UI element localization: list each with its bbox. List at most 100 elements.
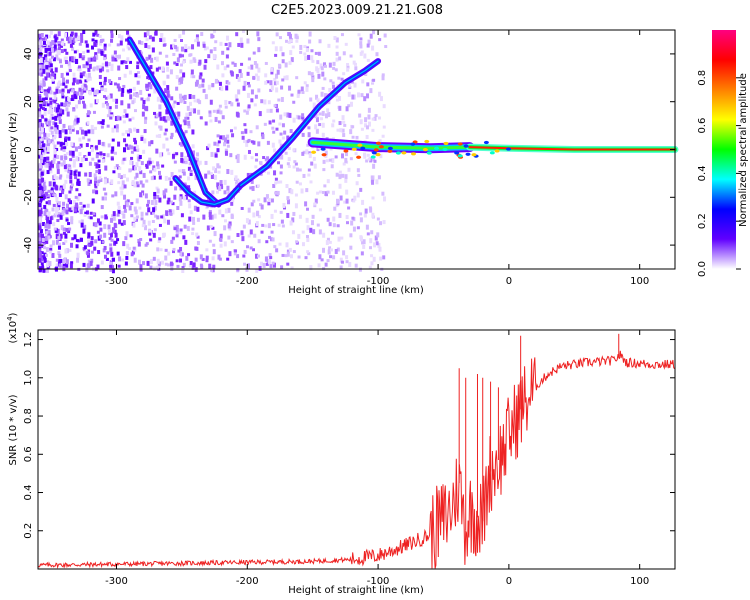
- spectrogram-noise-cell: [68, 190, 72, 194]
- spectrogram-noise-cell: [137, 75, 141, 79]
- spectrogram-noise-cell: [120, 35, 124, 41]
- spectrogram-noise-cell: [270, 198, 274, 203]
- spectrogram-noise-cell: [378, 91, 382, 97]
- spectrogram-noise-cell: [175, 129, 179, 133]
- spectrogram-noise-cell: [316, 223, 320, 227]
- spectrogram-noise-cell: [165, 211, 169, 217]
- spectrogram-noise-cell: [73, 50, 77, 54]
- spectrogram-noise-cell: [216, 182, 220, 188]
- spectrogram-noise-cell: [178, 169, 182, 173]
- spectrogram-noise-cell: [63, 258, 67, 264]
- spectrogram-noise-cell: [98, 40, 102, 46]
- spectrogram-noise-cell: [148, 157, 152, 162]
- spectrogram-noise-cell: [76, 130, 80, 135]
- spectrogram-noise-cell: [38, 93, 42, 97]
- spectrogram-noise-cell: [87, 263, 91, 269]
- spectrogram-noise-cell: [356, 226, 360, 230]
- spectrogram-noise-cell: [125, 113, 129, 118]
- spectrogram-noise-cell: [378, 139, 382, 143]
- spectrogram-noise-cell: [75, 155, 79, 161]
- spectrogram-noise-cell: [382, 104, 386, 109]
- spectrogram-noise-cell: [76, 35, 80, 41]
- spectrogram-noise-cell: [97, 48, 101, 54]
- spectrogram-noise-cell: [288, 85, 292, 91]
- spectrogram-noise-cell: [53, 44, 57, 49]
- spectrogram-noise-cell: [49, 168, 53, 174]
- spectrogram-noise-cell: [64, 248, 68, 254]
- spectrogram-noise-cell: [156, 215, 160, 220]
- spectrogram-noise-cell: [361, 79, 365, 84]
- spectrogram-noise-cell: [83, 155, 87, 159]
- spectrogram-noise-cell: [90, 144, 94, 149]
- spectrogram-noise-cell: [72, 200, 76, 205]
- spectrogram-noise-cell: [49, 250, 53, 254]
- spectrogram-noise-cell: [281, 123, 285, 128]
- spectrogram-noise-cell: [55, 148, 59, 152]
- spectrogram-carrier-speckle: [375, 152, 381, 157]
- spectrogram-noise-cell: [334, 92, 338, 98]
- spectrogram-noise-cell: [189, 53, 193, 57]
- colorbar-tick-label: 0.2: [697, 213, 708, 229]
- spectrogram-noise-cell: [160, 260, 164, 265]
- spectrogram-noise-cell: [321, 71, 325, 77]
- spectrogram-noise-cell: [228, 251, 232, 257]
- spectrogram-noise-cell: [118, 54, 122, 59]
- snr-series-line: [37, 350, 675, 569]
- spectrogram-noise-cell: [181, 54, 185, 58]
- spectrogram-noise-cell: [213, 213, 217, 219]
- spectrogram-noise-cell: [370, 261, 374, 266]
- spectrogram-noise-cell: [52, 157, 56, 161]
- spectrogram-noise-cell: [150, 176, 154, 181]
- spectrogram-noise-cell: [175, 231, 179, 235]
- spectrogram-noise-cell: [113, 166, 117, 170]
- spectrogram-noise-cell: [42, 100, 46, 105]
- spectrogram-noise-cell: [304, 55, 308, 61]
- spectrogram-noise-cell: [284, 151, 288, 155]
- spectrogram-noise-cell: [161, 164, 165, 168]
- spectrogram-noise-cell: [48, 261, 52, 267]
- spectrogram-noise-cell: [64, 156, 68, 160]
- spectrogram-noise-cell: [164, 119, 168, 123]
- spectrogram-noise-cell: [271, 237, 275, 242]
- spectrogram-noise-cell: [59, 82, 63, 86]
- spectrogram-noise-cell: [46, 156, 50, 161]
- spectrogram-noise-cell: [70, 183, 74, 187]
- spectrogram-noise-cell: [208, 215, 212, 220]
- spectrogram-noise-cell: [111, 56, 115, 62]
- spectrogram-noise-cell: [216, 109, 220, 114]
- spectrogram-noise-cell: [369, 88, 373, 94]
- spectrogram-noise-cell: [366, 153, 370, 157]
- spectrogram-noise-cell: [342, 250, 346, 256]
- spectrogram-noise-cell: [130, 252, 134, 257]
- spectrogram-noise-cell: [53, 213, 57, 218]
- spectrogram-noise-cell: [312, 102, 316, 108]
- spectrogram-noise-cell: [179, 63, 183, 67]
- spectrogram-noise-cell: [279, 132, 283, 136]
- spectrogram-noise-cell: [84, 157, 88, 161]
- spectrogram-noise-cell: [190, 69, 194, 75]
- spectrogram-noise-cell: [45, 121, 49, 125]
- spectrogram-noise-cell: [87, 138, 91, 142]
- spectrogram-noise-cell: [72, 72, 76, 77]
- spectrogram-noise-cell: [68, 248, 72, 252]
- spectrogram-noise-cell: [305, 217, 309, 223]
- spectrogram-noise-cell: [301, 230, 305, 234]
- spectrogram-carrier-speckle: [343, 149, 349, 153]
- spectrogram-noise-cell: [95, 190, 99, 195]
- spectrogram-noise-cell: [149, 238, 153, 242]
- spectrogram-noise-cell: [218, 257, 222, 261]
- spectrogram-noise-cell: [318, 229, 322, 235]
- spectrogram-noise-cell: [247, 104, 251, 109]
- spectrogram-noise-cell: [268, 253, 272, 258]
- spectrogram-noise-cell: [178, 175, 182, 179]
- spectrogram-noise-cell: [97, 164, 101, 169]
- spectrogram-noise-cell: [256, 211, 260, 217]
- spectrogram-noise-cell: [300, 188, 304, 194]
- spectrogram-noise-cell: [377, 242, 381, 248]
- spectrogram-noise-cell: [53, 94, 57, 100]
- spectrogram-noise-cell: [270, 85, 274, 91]
- spectrogram-noise-cell: [293, 160, 297, 164]
- spectrogram-noise-cell: [41, 123, 45, 129]
- spectrogram-noise-cell: [323, 93, 327, 99]
- spectrogram-noise-cell: [324, 150, 328, 156]
